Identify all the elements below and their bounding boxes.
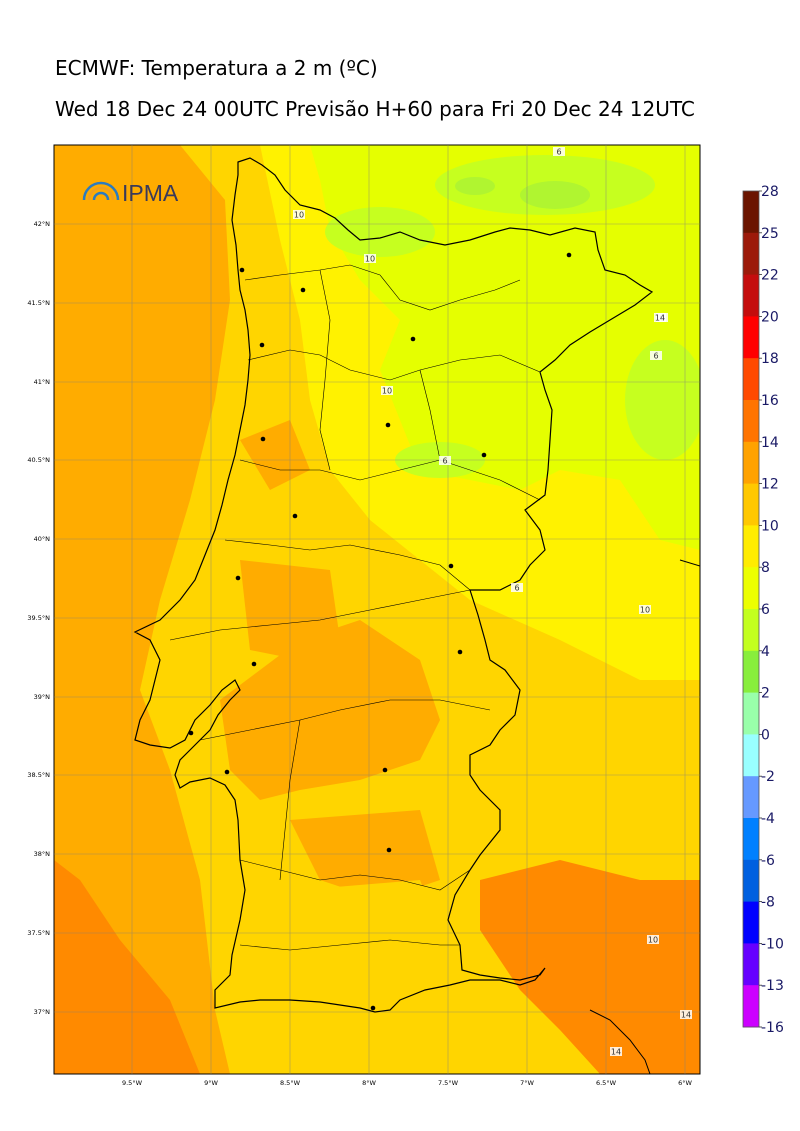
contour-label: 14: [654, 313, 666, 323]
colorbar-swatch: [743, 525, 759, 568]
colorbar-label: 2: [761, 686, 770, 702]
colorbar-label: 8: [761, 560, 770, 576]
colorbar-swatch: [743, 567, 759, 610]
latitude-ticks: 42°N 41.5°N 41°N 40.5°N 40°N 39.5°N 39°N 38.5°N…: [27, 220, 50, 1016]
svg-text:14: 14: [655, 314, 665, 323]
svg-text:10: 10: [365, 255, 375, 264]
lon-tick-label: 6°W: [678, 1079, 692, 1087]
svg-text:10: 10: [294, 211, 304, 220]
ipma-logo: IPMA: [82, 180, 179, 206]
colorbar-label: 6: [761, 602, 770, 618]
colorbar-swatch: [743, 232, 759, 276]
contour-label: 6: [439, 456, 451, 466]
contour-label: 10: [647, 935, 659, 945]
colorbar-label: 0: [761, 727, 770, 743]
temperature-field: [54, 145, 700, 1074]
colorbar-swatch: [743, 483, 759, 526]
colorbar-swatch: [743, 191, 759, 234]
city-markers: [188, 252, 572, 1011]
colorbar-label: -6: [761, 853, 775, 869]
colorbar-label: 25: [761, 226, 779, 242]
colorbar-swatch: [743, 901, 759, 944]
svg-text:6: 6: [514, 584, 519, 593]
svg-text:14: 14: [611, 1048, 621, 1057]
contour-label: 6: [511, 583, 523, 593]
svg-text:10: 10: [382, 387, 392, 396]
colorbar-label: 10: [761, 518, 779, 534]
svg-text:10: 10: [640, 606, 650, 615]
colorbar-label: 14: [761, 435, 779, 451]
lon-tick-label: 9.5°W: [122, 1079, 143, 1087]
colorbar-swatch: [743, 943, 759, 986]
colorbar-label: 16: [761, 393, 779, 409]
coastline-borders: [133, 157, 700, 1074]
lat-tick-label: 39°N: [34, 693, 51, 701]
lon-tick-label: 7.5°W: [438, 1079, 459, 1087]
lat-tick-label: 38°N: [34, 850, 51, 858]
longitude-ticks: 9.5°W 9°W 8.5°W 8°W 7.5°W 7°W 6.5°W 6°W: [122, 1079, 692, 1087]
contour-label: 10: [639, 605, 651, 615]
chart-subtitle: Wed 18 Dec 24 00UTC Previsão H+60 para F…: [55, 97, 695, 121]
colorbar-swatch: [743, 818, 759, 861]
colorbar-swatch: [743, 859, 759, 903]
lat-tick-label: 37°N: [34, 1008, 51, 1016]
svg-text:6: 6: [653, 352, 658, 361]
svg-text:10: 10: [648, 936, 658, 945]
lat-tick-label: 41°N: [34, 378, 51, 386]
colorbar-swatch: [743, 400, 759, 443]
colorbar-swatch: [743, 609, 759, 652]
colorbar-label: -16: [761, 1020, 784, 1036]
lat-tick-label: 40.5°N: [27, 456, 50, 464]
colorbar-swatch: [743, 692, 759, 735]
colorbar-swatch: [743, 274, 759, 317]
colorbar-label: 18: [761, 351, 779, 367]
lat-tick-label: 38.5°N: [27, 771, 50, 779]
svg-text:6: 6: [556, 148, 561, 157]
colorbar-label: 20: [761, 309, 779, 325]
svg-text:14: 14: [681, 1011, 691, 1020]
colorbar-label: -8: [761, 895, 775, 911]
colorbar-swatch: [743, 985, 759, 1028]
colorbar-label: 12: [761, 477, 779, 493]
colorbar-swatch: [743, 650, 759, 694]
colorbar-label: -13: [761, 978, 784, 994]
svg-text:6: 6: [442, 457, 447, 466]
graticule: [54, 145, 700, 1074]
contour-label: 14: [610, 1047, 622, 1057]
lon-tick-label: 8.5°W: [280, 1079, 301, 1087]
contour-label: 6: [650, 351, 662, 361]
chart-title: ECMWF: Temperatura a 2 m (ºC): [55, 56, 378, 80]
map-frame: [53, 144, 701, 1075]
colorbar-label: -2: [761, 769, 775, 785]
colorbar-swatch: [743, 776, 759, 819]
lat-tick-label: 41.5°N: [27, 299, 50, 307]
contour-label: 6: [553, 147, 565, 157]
colorbar-swatch: [743, 734, 759, 777]
logo-text: IPMA: [122, 180, 179, 206]
lat-tick-label: 40°N: [34, 535, 51, 543]
contour-label: 14: [680, 1010, 692, 1020]
lat-tick-label: 37.5°N: [27, 929, 50, 937]
colorbar-label: 4: [761, 644, 770, 660]
lon-tick-label: 7°W: [520, 1079, 534, 1087]
contour-labels: 610106106661010141414: [293, 147, 692, 1057]
contour-label: 10: [293, 210, 305, 220]
lat-tick-label: 39.5°N: [27, 614, 50, 622]
lat-tick-label: 42°N: [34, 220, 51, 228]
contour-label: 10: [381, 386, 393, 396]
logo-arc-icon: [82, 181, 120, 201]
lon-tick-label: 6.5°W: [596, 1079, 617, 1087]
lon-tick-label: 8°W: [362, 1079, 376, 1087]
lon-tick-label: 9°W: [204, 1079, 218, 1087]
colorbar-swatch: [743, 358, 759, 401]
colorbar-swatch: [743, 441, 759, 485]
colorbar-label: 28: [761, 184, 779, 200]
colorbar-label: -10: [761, 936, 784, 952]
colorbar-label: -4: [761, 811, 775, 827]
colorbar-label: 22: [761, 268, 779, 284]
colorbar-swatch: [743, 316, 759, 359]
contour-label: 10: [364, 254, 376, 264]
